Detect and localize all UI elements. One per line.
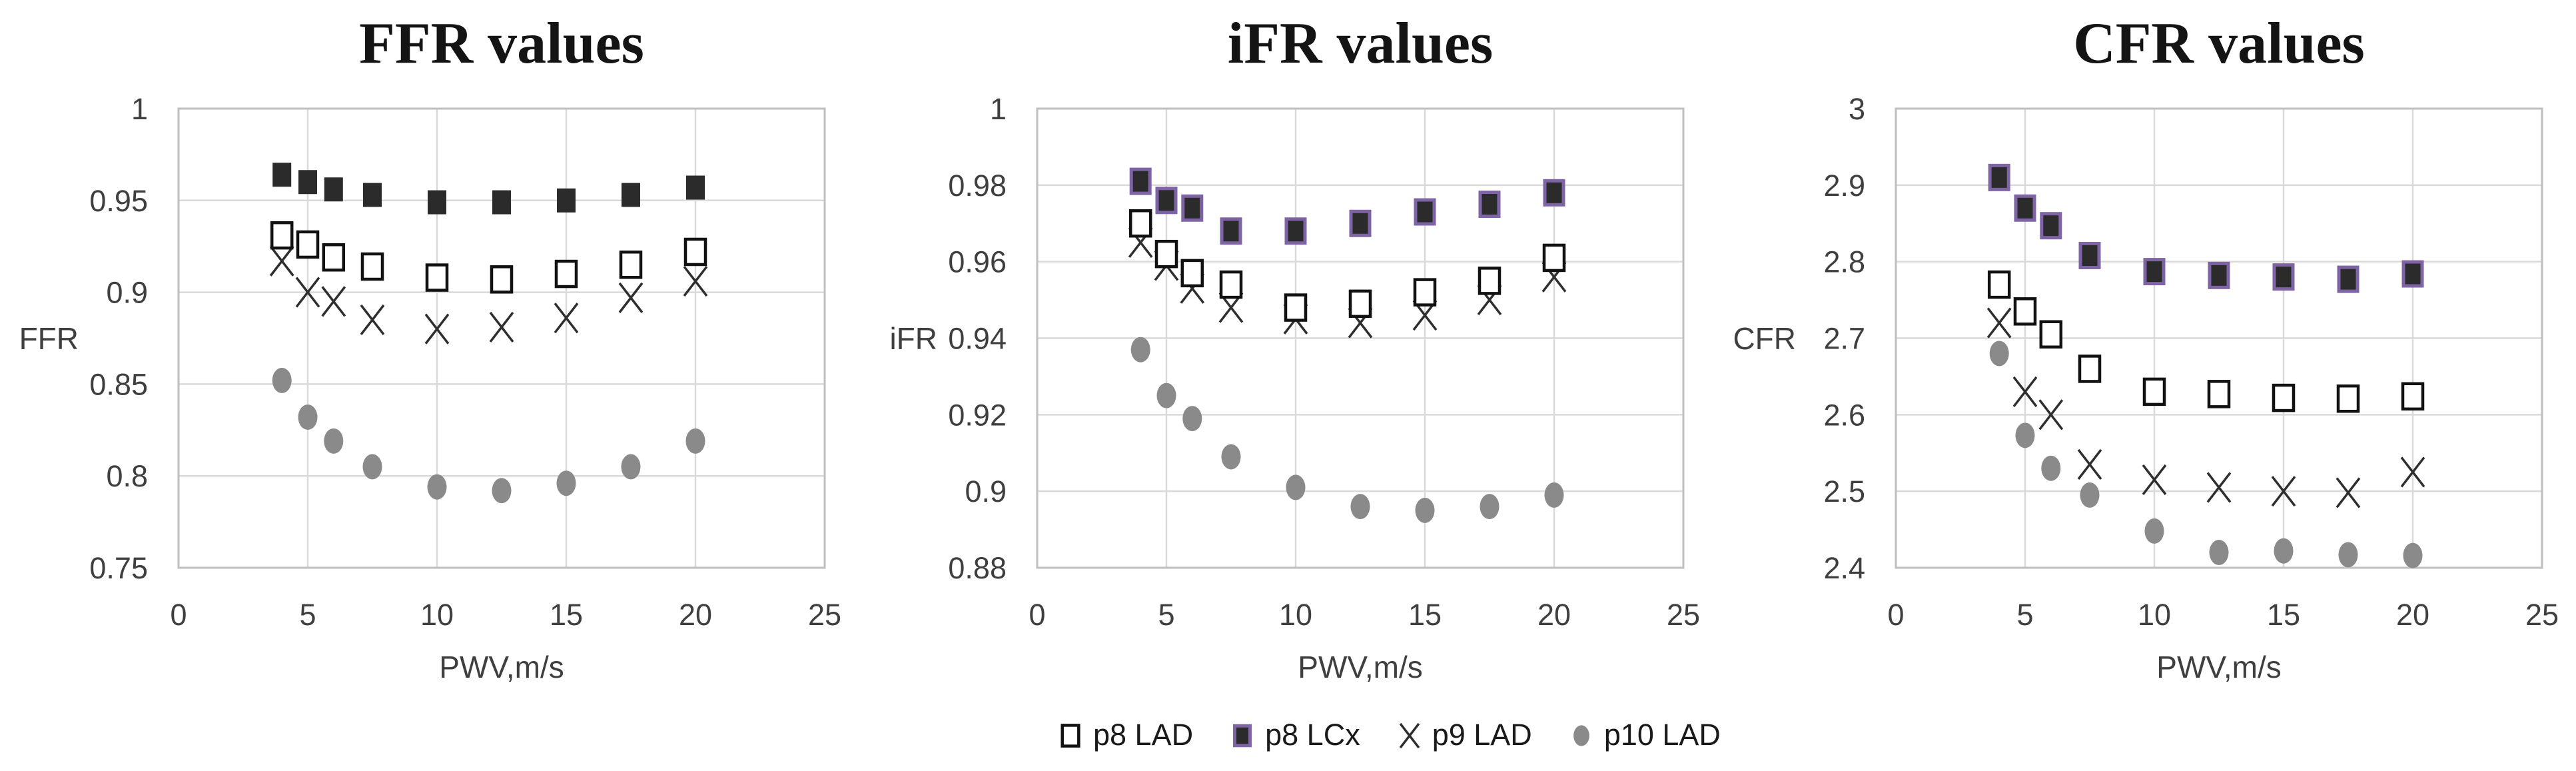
svg-text:0.8: 0.8 bbox=[106, 459, 148, 493]
svg-text:20: 20 bbox=[1537, 598, 1571, 632]
svg-text:1: 1 bbox=[131, 92, 148, 126]
series-p9-lad bbox=[269, 245, 708, 345]
series-p8-lcx bbox=[1129, 167, 1565, 245]
svg-text:15: 15 bbox=[550, 598, 583, 632]
y-axis-title-ifr: iFR bbox=[889, 321, 937, 356]
y-tick-labels: 3 2.9 2.8 2.7 2.6 2.5 2.4 bbox=[1823, 92, 1865, 585]
charts-row: FFR values FFR 1 0.95 0.9 0.85 0.8 0.75 0 5 10 15… bbox=[0, 0, 2576, 693]
x-tick-labels: 0 5 10 15 20 25 bbox=[1887, 598, 2559, 632]
svg-text:0.9: 0.9 bbox=[106, 276, 148, 310]
legend-label: p8 LAD bbox=[1093, 718, 1194, 752]
x-axis-title-ifr: PWV,m/s bbox=[1298, 650, 1423, 684]
series-p8-lad bbox=[270, 221, 707, 294]
x-axis-title-ffr: PWV,m/s bbox=[439, 650, 564, 684]
series-p10-lad bbox=[1130, 337, 1564, 523]
svg-text:10: 10 bbox=[420, 598, 454, 632]
plot-border bbox=[1895, 107, 2543, 569]
circle-marker-icon bbox=[1573, 725, 1589, 746]
svg-text:0.96: 0.96 bbox=[948, 245, 1007, 279]
x-tick-labels: 0 5 10 15 20 25 bbox=[170, 598, 841, 632]
svg-text:15: 15 bbox=[2267, 598, 2300, 632]
svg-text:1: 1 bbox=[990, 92, 1007, 126]
cfr-scatter-plot: 3 2.9 2.8 2.7 2.6 2.5 2.4 0 5 10 15 20 25 bbox=[1823, 92, 2559, 632]
series-p8-lcx bbox=[272, 163, 705, 215]
svg-text:25: 25 bbox=[808, 598, 841, 632]
y-axis-title-cfr: CFR bbox=[1733, 321, 1796, 356]
svg-text:25: 25 bbox=[2525, 598, 2559, 632]
cross-marker-icon bbox=[1399, 722, 1420, 749]
svg-text:0.94: 0.94 bbox=[948, 322, 1007, 356]
legend-item-p9-lad: p9 LAD bbox=[1394, 718, 1532, 752]
legend-item-p8-lad: p8 LAD bbox=[1055, 718, 1193, 752]
chart-panel-ifr: iFR values iFR 1 0.98 0.96 0.94 0.92 0.9 0.88 0… bbox=[859, 0, 1717, 693]
svg-text:2.9: 2.9 bbox=[1823, 169, 1865, 203]
svg-text:0: 0 bbox=[1029, 598, 1045, 632]
y-tick-labels: 1 0.98 0.96 0.94 0.92 0.9 0.88 bbox=[948, 92, 1007, 585]
chart-title-ifr: iFR values bbox=[1227, 11, 1494, 76]
svg-text:0: 0 bbox=[170, 598, 187, 632]
svg-text:0.85: 0.85 bbox=[89, 367, 148, 401]
series-p8-lad bbox=[1128, 209, 1566, 322]
svg-text:2.5: 2.5 bbox=[1823, 474, 1865, 508]
ffr-scatter-plot: 1 0.95 0.9 0.85 0.8 0.75 0 5 10 15 20 25 bbox=[89, 92, 841, 632]
x-axis-title-cfr: PWV,m/s bbox=[2156, 650, 2282, 684]
series-p10-lad bbox=[272, 367, 705, 504]
svg-text:15: 15 bbox=[1408, 598, 1442, 632]
legend-item-p8-lcx: p8 LCx bbox=[1226, 718, 1360, 752]
svg-text:20: 20 bbox=[2396, 598, 2429, 632]
svg-text:2.7: 2.7 bbox=[1823, 322, 1865, 356]
svg-text:20: 20 bbox=[679, 598, 712, 632]
svg-text:2.6: 2.6 bbox=[1823, 398, 1865, 432]
ifr-scatter-plot: 1 0.98 0.96 0.94 0.92 0.9 0.88 0 5 10 15 20 25 bbox=[948, 92, 1700, 632]
x-tick-labels: 0 5 10 15 20 25 bbox=[1029, 598, 1700, 632]
chart-panel-cfr: CFR values CFR 3 2.9 2.8 2.7 2.6 2.5 2.4 0 5 10 15… bbox=[1717, 0, 2576, 693]
svg-text:3: 3 bbox=[1849, 92, 1865, 126]
svg-text:5: 5 bbox=[299, 598, 316, 632]
chart-title-ffr: FFR values bbox=[359, 11, 644, 76]
svg-text:0.92: 0.92 bbox=[948, 398, 1007, 432]
svg-text:0.95: 0.95 bbox=[89, 184, 148, 218]
chart-panel-ffr: FFR values FFR 1 0.95 0.9 0.85 0.8 0.75 0 5 10 15… bbox=[0, 0, 859, 693]
legend-label: p8 LCx bbox=[1265, 718, 1360, 752]
svg-text:2.4: 2.4 bbox=[1823, 551, 1865, 585]
chart-title-cfr: CFR values bbox=[2073, 11, 2365, 76]
plot-border bbox=[1036, 107, 1685, 569]
legend-label: p10 LAD bbox=[1603, 718, 1721, 752]
svg-text:0.75: 0.75 bbox=[89, 551, 148, 585]
chart-legend: p8 LAD p8 LCx p9 LAD p10 LAD bbox=[1055, 712, 1721, 758]
filled-square-marker-icon bbox=[1233, 724, 1252, 748]
open-square-marker-icon bbox=[1061, 724, 1080, 748]
series-p9-lad bbox=[1986, 307, 2425, 508]
series-p8-lad bbox=[1987, 270, 2425, 413]
svg-text:25: 25 bbox=[1667, 598, 1700, 632]
svg-text:0.9: 0.9 bbox=[965, 474, 1007, 508]
y-axis-title-ffr: FFR bbox=[19, 321, 79, 356]
legend-item-p10-lad: p10 LAD bbox=[1565, 718, 1721, 752]
plot-border bbox=[177, 107, 826, 569]
svg-text:5: 5 bbox=[2016, 598, 2033, 632]
series-p10-lad bbox=[1989, 341, 2423, 568]
svg-text:10: 10 bbox=[1279, 598, 1312, 632]
svg-text:10: 10 bbox=[2138, 598, 2171, 632]
svg-text:0.88: 0.88 bbox=[948, 551, 1007, 585]
series-p8-lcx bbox=[1988, 163, 2424, 293]
svg-text:5: 5 bbox=[1158, 598, 1174, 632]
legend-label: p9 LAD bbox=[1432, 718, 1532, 752]
svg-text:2.8: 2.8 bbox=[1823, 245, 1865, 279]
svg-text:0.98: 0.98 bbox=[948, 169, 1007, 203]
svg-text:0: 0 bbox=[1887, 598, 1904, 632]
y-tick-labels: 1 0.95 0.9 0.85 0.8 0.75 bbox=[89, 92, 148, 585]
